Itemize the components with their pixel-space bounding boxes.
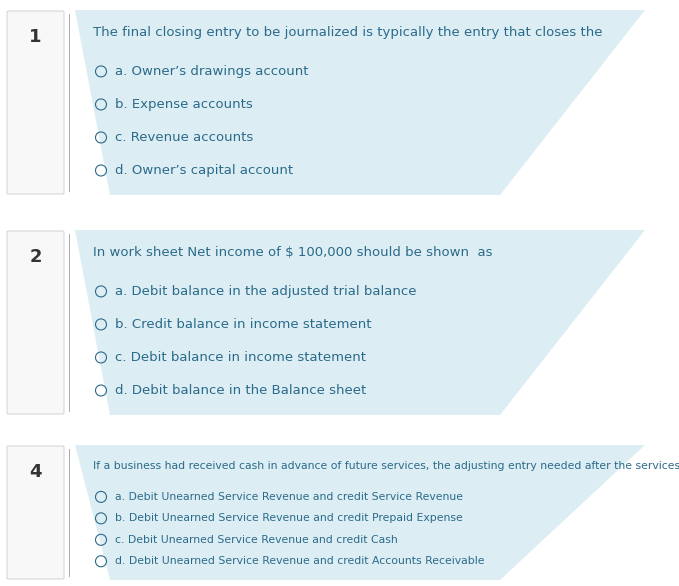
Polygon shape bbox=[75, 10, 645, 195]
Text: d. Debit balance in the Balance sheet: d. Debit balance in the Balance sheet bbox=[115, 384, 366, 397]
FancyBboxPatch shape bbox=[7, 231, 64, 414]
Text: d. Debit Unearned Service Revenue and credit Accounts Receivable: d. Debit Unearned Service Revenue and cr… bbox=[115, 556, 485, 566]
Text: b. Debit Unearned Service Revenue and credit Prepaid Expense: b. Debit Unearned Service Revenue and cr… bbox=[115, 513, 463, 523]
Text: In work sheet Net income of $ 100,000 should be shown  as: In work sheet Net income of $ 100,000 sh… bbox=[93, 246, 492, 259]
Text: c. Debit balance in income statement: c. Debit balance in income statement bbox=[115, 351, 366, 364]
Text: b. Credit balance in income statement: b. Credit balance in income statement bbox=[115, 318, 371, 331]
Polygon shape bbox=[75, 445, 645, 580]
Text: 4: 4 bbox=[29, 463, 41, 481]
Text: d. Owner’s capital account: d. Owner’s capital account bbox=[115, 164, 293, 177]
Text: a. Owner’s drawings account: a. Owner’s drawings account bbox=[115, 65, 308, 78]
FancyBboxPatch shape bbox=[7, 11, 64, 194]
FancyBboxPatch shape bbox=[7, 446, 64, 579]
Text: The final closing entry to be journalized is typically the entry that closes the: The final closing entry to be journalize… bbox=[93, 26, 602, 39]
Polygon shape bbox=[75, 230, 645, 415]
Text: 2: 2 bbox=[29, 248, 41, 266]
Text: If a business had received cash in advance of future services, the adjusting ent: If a business had received cash in advan… bbox=[93, 461, 679, 471]
Text: c. Revenue accounts: c. Revenue accounts bbox=[115, 131, 253, 144]
Text: a. Debit balance in the adjusted trial balance: a. Debit balance in the adjusted trial b… bbox=[115, 285, 416, 298]
Text: b. Expense accounts: b. Expense accounts bbox=[115, 98, 253, 111]
Text: a. Debit Unearned Service Revenue and credit Service Revenue: a. Debit Unearned Service Revenue and cr… bbox=[115, 492, 463, 502]
Text: c. Debit Unearned Service Revenue and credit Cash: c. Debit Unearned Service Revenue and cr… bbox=[115, 535, 398, 545]
Text: 1: 1 bbox=[29, 28, 41, 46]
